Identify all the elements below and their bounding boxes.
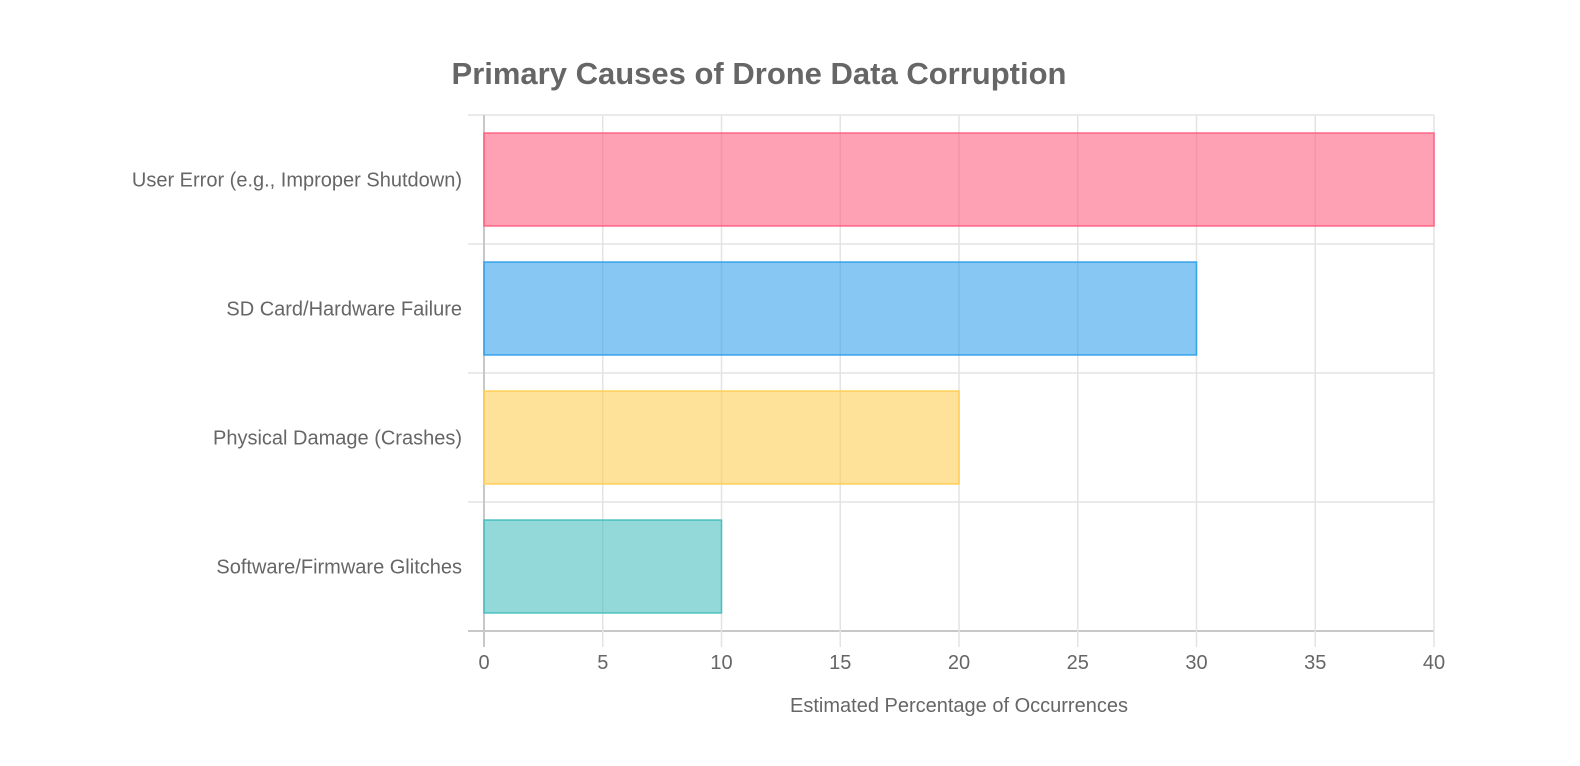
x-tick-label: 40: [1423, 652, 1445, 674]
x-axis-label: Estimated Percentage of Occurrences: [790, 695, 1128, 717]
bar[interactable]: [483, 519, 723, 614]
y-tick-labels: User Error (e.g., Improper Shutdown) SD C…: [132, 170, 462, 579]
x-tick-label: 15: [829, 652, 851, 674]
x-tick-label: 35: [1304, 652, 1326, 674]
x-tick-label: 30: [1185, 652, 1207, 674]
bar[interactable]: [483, 390, 960, 485]
x-tick-label: 20: [948, 652, 970, 674]
x-tick-label: 25: [1067, 652, 1089, 674]
x-tick-labels: 0 5 10 15 20 25 30 35 40: [478, 652, 1445, 674]
chart-title: Primary Causes of Drone Data Corruption: [452, 56, 1067, 91]
y-tick-label: Physical Damage (Crashes): [213, 428, 462, 450]
x-tick-label: 10: [710, 652, 732, 674]
x-tick-label: 0: [478, 652, 489, 674]
x-tick-label: 5: [597, 652, 608, 674]
y-tick-label: SD Card/Hardware Failure: [226, 299, 462, 321]
y-tick-label: Software/Firmware Glitches: [216, 557, 462, 579]
y-tick-label: User Error (e.g., Improper Shutdown): [132, 170, 462, 192]
bars: [483, 132, 1435, 614]
bar[interactable]: [483, 132, 1435, 227]
bar[interactable]: [483, 261, 1198, 356]
